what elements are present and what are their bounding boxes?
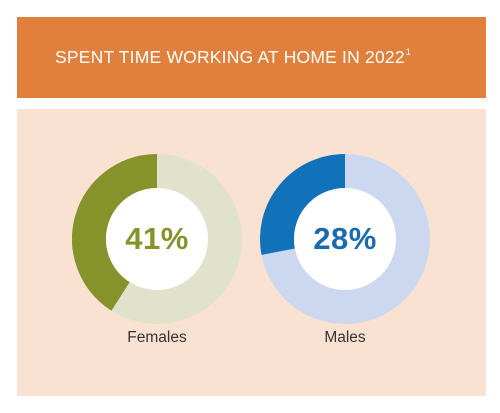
donut-label-females: Females (127, 329, 187, 346)
footnote-marker: 1 (405, 47, 411, 58)
title-banner: SPENT TIME WORKING AT HOME IN 20221 (17, 17, 486, 98)
donut-slice-males (260, 154, 346, 255)
donut-svg-females (72, 154, 242, 324)
donut-chart-males: 28% (260, 154, 430, 324)
donut-value-females: 41% (125, 221, 189, 256)
chart-title: SPENT TIME WORKING AT HOME IN 20221 (55, 47, 411, 68)
chart-panel: 41% Females 28% Males (17, 109, 486, 396)
donut-chart-females: 41% (72, 154, 242, 324)
donut-svg-males (260, 154, 430, 324)
donut-hole-males (294, 188, 396, 290)
chart-title-text: SPENT TIME WORKING AT HOME IN 2022 (55, 47, 405, 67)
donut-hole-females (106, 188, 208, 290)
donut-label-males: Males (324, 329, 366, 346)
donut-value-males: 28% (313, 221, 377, 256)
donut-slice-females (72, 154, 158, 311)
